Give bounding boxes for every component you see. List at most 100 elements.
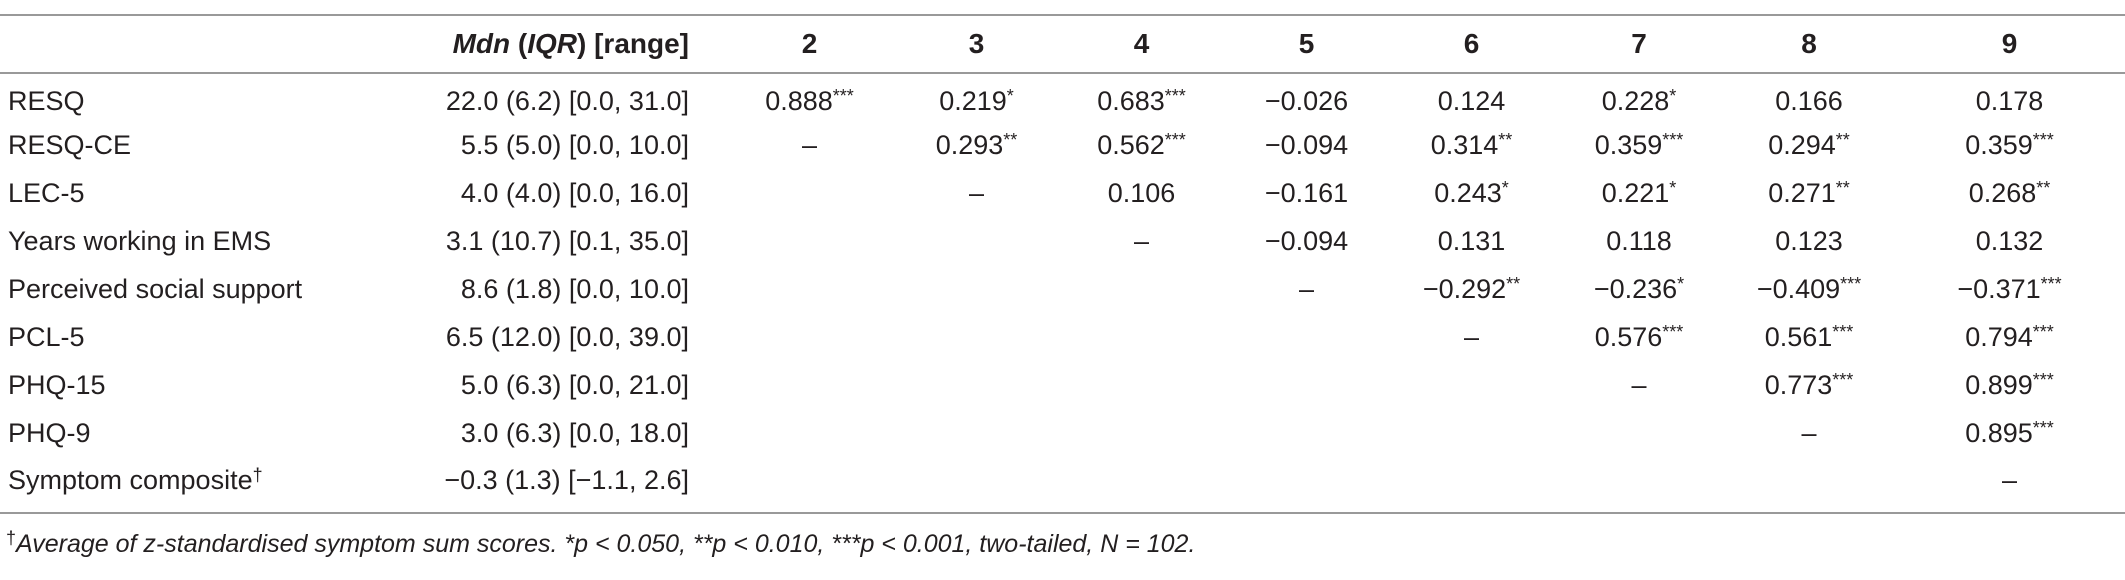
- significance-stars: ***: [1164, 129, 1186, 150]
- row-descriptives: 8.6 (1.8) [0.0, 10.0]: [460, 273, 689, 304]
- significance-stars: ***: [1840, 273, 1862, 294]
- correlation-cell: −0.236*: [1554, 265, 1724, 313]
- correlation-value: 0.243: [1434, 177, 1502, 208]
- correlation-value: 0.576: [1594, 321, 1663, 352]
- table-footnote: †Average of z-standardised symptom sum s…: [6, 528, 1195, 559]
- row-descriptives: 22.0 (6.2) [0.0, 31.0]: [445, 86, 689, 116]
- correlation-cell: [894, 313, 1059, 361]
- correlation-cell: [1224, 457, 1389, 514]
- correlation-cell: –: [1059, 217, 1224, 265]
- correlation-cell: 0.576***: [1554, 313, 1724, 361]
- correlation-cell: [1389, 361, 1554, 409]
- correlation-cell: [1224, 313, 1389, 361]
- correlation-cell: [725, 457, 894, 514]
- row-descriptives: 4.0 (4.0) [0.0, 16.0]: [460, 177, 689, 208]
- significance-stars: ***: [1164, 86, 1186, 106]
- correlation-value: 0.178: [1975, 86, 2044, 116]
- correlation-cell: 0.219*: [894, 73, 1059, 121]
- correlation-cell: −0.026: [1224, 73, 1389, 121]
- significance-stars: ***: [1662, 321, 1684, 342]
- correlation-value: –: [1133, 225, 1150, 256]
- correlation-value: 0.123: [1775, 225, 1843, 256]
- correlation-value: 0.271: [1768, 177, 1836, 208]
- header-col-6: 6: [1389, 14, 1554, 74]
- correlation-value: –: [2001, 465, 2018, 495]
- header-row: Mdn (IQR) [range] 2 3 4 5 6 7 8 9: [0, 14, 2125, 74]
- row-label-cell: Symptom composite†: [0, 457, 410, 514]
- table-row: PHQ-9 3.0 (6.3) [0.0, 18.0] – 0.895***: [0, 409, 2125, 457]
- significance-stars: ***: [1832, 369, 1854, 390]
- row-label: RESQ-CE: [8, 129, 132, 160]
- header-col-8: 8: [1724, 14, 1894, 74]
- correlation-value: 0.683: [1097, 86, 1165, 116]
- significance-stars: *: [1501, 177, 1509, 198]
- significance-stars: **: [1506, 273, 1521, 294]
- correlation-cell: –: [1389, 313, 1554, 361]
- significance-stars: **: [1003, 129, 1018, 150]
- correlation-cell: 0.124: [1389, 73, 1554, 121]
- correlation-value: −0.094: [1264, 129, 1349, 160]
- correlation-cell: [725, 217, 894, 265]
- row-label-cell: LEC-5: [0, 169, 410, 217]
- correlation-cell: 0.561***: [1724, 313, 1894, 361]
- correlation-cell: [894, 361, 1059, 409]
- correlation-cell: 0.562***: [1059, 121, 1224, 169]
- row-label-cell: PCL-5: [0, 313, 410, 361]
- correlation-cell: 0.359***: [1554, 121, 1724, 169]
- header-col-9: 9: [1894, 14, 2125, 74]
- correlation-cell: 0.166: [1724, 73, 1894, 121]
- correlation-cell: −0.094: [1224, 217, 1389, 265]
- correlation-cell: 0.293**: [894, 121, 1059, 169]
- row-descriptives: 3.1 (10.7) [0.1, 35.0]: [445, 225, 689, 256]
- correlation-value: 0.359: [1965, 129, 2033, 160]
- correlation-value: 0.895: [1965, 417, 2033, 448]
- correlation-cell: 0.314**: [1389, 121, 1554, 169]
- correlation-value: –: [968, 177, 985, 208]
- row-label: PHQ-9: [8, 417, 91, 448]
- correlation-cell: 0.683***: [1059, 73, 1224, 121]
- significance-stars: ***: [2032, 417, 2054, 438]
- row-label: LEC-5: [8, 177, 85, 208]
- correlation-cell: −0.371***: [1894, 265, 2125, 313]
- correlation-cell: 0.221*: [1554, 169, 1724, 217]
- significance-stars: **: [1835, 129, 1850, 150]
- row-label: Years working in EMS: [8, 225, 272, 256]
- correlation-value: 0.561: [1764, 321, 1833, 352]
- correlation-cell: 0.131: [1389, 217, 1554, 265]
- correlation-cell: 0.888***: [725, 73, 894, 121]
- correlation-cell: 0.132: [1894, 217, 2125, 265]
- header-col-4: 4: [1059, 14, 1224, 74]
- correlation-value: 0.314: [1430, 129, 1499, 160]
- correlation-cell: 0.228*: [1554, 73, 1724, 121]
- correlation-cell: [725, 313, 894, 361]
- correlation-value: –: [1298, 273, 1315, 304]
- row-label-cell: Years working in EMS: [0, 217, 410, 265]
- correlation-cell: −0.409***: [1724, 265, 1894, 313]
- significance-stars: ***: [1662, 129, 1684, 150]
- correlation-cell: [894, 217, 1059, 265]
- correlation-cell: [725, 361, 894, 409]
- header-range: [range]: [594, 28, 689, 59]
- correlation-value: 0.166: [1775, 86, 1843, 116]
- footnote-dagger: †: [6, 528, 17, 548]
- correlation-value: 0.132: [1975, 225, 2044, 256]
- correlation-cell: −0.161: [1224, 169, 1389, 217]
- significance-stars: **: [1835, 177, 1850, 198]
- correlation-value: –: [801, 129, 818, 160]
- correlation-cell: [1724, 457, 1894, 514]
- correlation-cell: [1389, 409, 1554, 457]
- correlation-value: 0.899: [1965, 369, 2033, 400]
- correlation-cell: −0.292**: [1389, 265, 1554, 313]
- correlation-cell: [1059, 265, 1224, 313]
- table-row: Years working in EMS 3.1 (10.7) [0.1, 35.…: [0, 217, 2125, 265]
- header-col-3: 3: [894, 14, 1059, 74]
- significance-stars: **: [1498, 129, 1513, 150]
- significance-stars: ***: [832, 86, 854, 106]
- significance-stars: ***: [2032, 129, 2054, 150]
- correlation-cell: [1059, 409, 1224, 457]
- correlation-cell: 0.773***: [1724, 361, 1894, 409]
- header-col-7: 7: [1554, 14, 1724, 74]
- row-descriptives: 5.5 (5.0) [0.0, 10.0]: [460, 129, 689, 160]
- row-descriptives: −0.3 (1.3) [−1.1, 2.6]: [410, 457, 725, 514]
